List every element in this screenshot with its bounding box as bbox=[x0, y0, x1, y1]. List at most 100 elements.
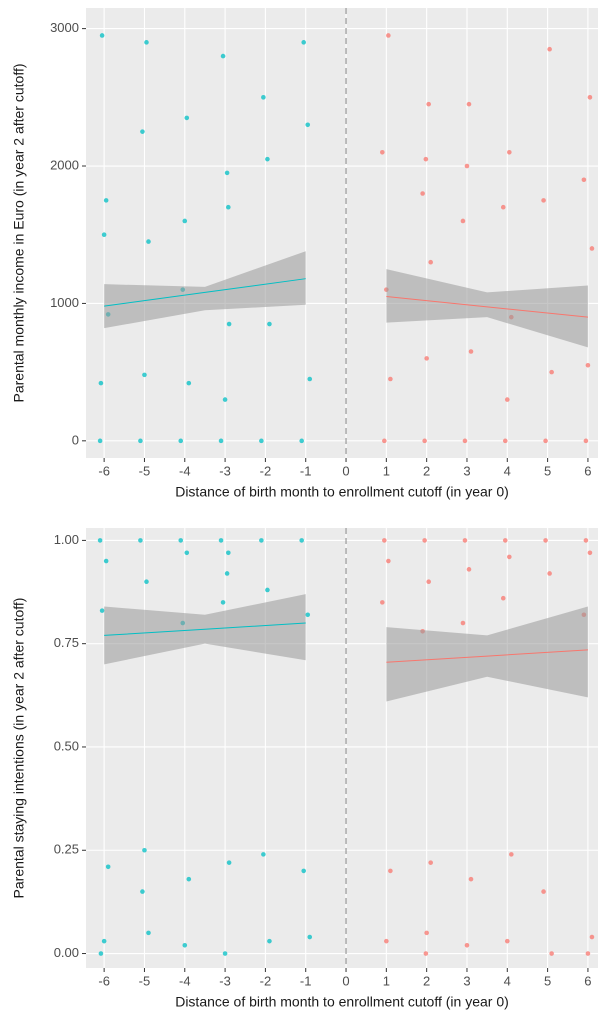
point bbox=[267, 321, 272, 327]
fit-line bbox=[104, 622, 306, 636]
point bbox=[500, 204, 506, 210]
x-tick-label: -3 bbox=[219, 973, 231, 988]
x-tick-label: 4 bbox=[504, 463, 511, 478]
x-tick-label: 1 bbox=[383, 973, 390, 988]
point bbox=[103, 558, 109, 564]
point bbox=[140, 889, 145, 894]
point bbox=[99, 33, 105, 38]
point bbox=[218, 538, 224, 543]
x-tick-label: 3 bbox=[463, 463, 470, 478]
x-tick-label: 2 bbox=[423, 463, 430, 478]
point bbox=[464, 163, 470, 169]
point bbox=[382, 438, 387, 444]
point bbox=[380, 600, 385, 605]
point bbox=[423, 951, 429, 956]
point bbox=[99, 608, 105, 613]
point bbox=[98, 380, 104, 386]
point bbox=[144, 40, 149, 45]
point bbox=[305, 122, 311, 128]
x-tick-label: -1 bbox=[300, 973, 312, 988]
point bbox=[423, 156, 429, 162]
point bbox=[549, 369, 554, 375]
point bbox=[422, 438, 427, 444]
point bbox=[585, 951, 591, 956]
point bbox=[426, 579, 431, 585]
point bbox=[301, 40, 307, 45]
panel-background bbox=[86, 528, 598, 968]
point bbox=[547, 571, 552, 576]
x-tick-label: 6 bbox=[584, 973, 591, 988]
point bbox=[224, 571, 230, 576]
point bbox=[265, 587, 270, 593]
point bbox=[222, 951, 228, 956]
point bbox=[261, 95, 266, 100]
panel-background bbox=[86, 8, 598, 458]
point bbox=[547, 46, 552, 52]
point bbox=[101, 938, 107, 944]
point bbox=[388, 868, 393, 874]
point bbox=[587, 550, 593, 556]
point bbox=[464, 942, 470, 948]
point bbox=[267, 938, 272, 944]
point bbox=[97, 538, 103, 543]
point bbox=[222, 397, 228, 402]
confidence-band bbox=[104, 251, 306, 329]
point bbox=[138, 538, 143, 543]
point bbox=[259, 538, 264, 543]
y-tick-label: 0.25 bbox=[54, 842, 79, 857]
x-axis-title: Distance of birth month to enrollment cu… bbox=[175, 994, 509, 1010]
point bbox=[307, 376, 313, 382]
y-axis-title: Parental monthly income in Euro (in year… bbox=[11, 63, 27, 402]
x-axis-title: Distance of birth month to enrollment cu… bbox=[175, 484, 509, 500]
point bbox=[382, 538, 387, 543]
point bbox=[504, 397, 510, 402]
x-tick-label: 3 bbox=[463, 973, 470, 988]
point bbox=[424, 356, 429, 361]
fit-line bbox=[104, 278, 306, 307]
y-tick-label: 0.75 bbox=[54, 635, 79, 650]
point bbox=[146, 239, 151, 244]
y-tick-label: 0.50 bbox=[54, 738, 79, 753]
point bbox=[218, 438, 224, 444]
point bbox=[462, 538, 468, 543]
point bbox=[186, 380, 192, 386]
point bbox=[507, 149, 512, 155]
point bbox=[380, 149, 385, 155]
point bbox=[220, 53, 226, 59]
x-tick-label: 1 bbox=[383, 463, 390, 478]
point bbox=[583, 538, 589, 543]
point bbox=[299, 438, 304, 444]
point bbox=[386, 33, 391, 38]
y-tick-label: 0.00 bbox=[54, 945, 79, 960]
point bbox=[509, 852, 514, 857]
point bbox=[299, 538, 304, 543]
point bbox=[541, 889, 546, 894]
point bbox=[466, 101, 472, 107]
point bbox=[226, 550, 231, 556]
point bbox=[259, 438, 264, 444]
point bbox=[428, 860, 433, 865]
point bbox=[543, 538, 548, 543]
point bbox=[307, 934, 313, 940]
point bbox=[543, 438, 548, 444]
point bbox=[460, 620, 466, 626]
x-tick-label: 5 bbox=[544, 973, 551, 988]
point bbox=[220, 600, 226, 605]
y-tick-label: 2000 bbox=[50, 157, 79, 172]
point bbox=[226, 860, 232, 865]
fit-line bbox=[386, 649, 588, 663]
point bbox=[466, 567, 472, 572]
point bbox=[587, 95, 593, 100]
point bbox=[184, 115, 190, 121]
point bbox=[424, 930, 429, 936]
point bbox=[305, 612, 311, 618]
y-tick-label: 3000 bbox=[50, 20, 79, 35]
point bbox=[142, 372, 147, 378]
x-tick-label: 0 bbox=[342, 463, 349, 478]
x-tick-label: 6 bbox=[584, 463, 591, 478]
point bbox=[388, 376, 393, 382]
y-tick-label: 1.00 bbox=[54, 532, 79, 547]
point bbox=[581, 177, 587, 183]
point bbox=[549, 951, 554, 956]
